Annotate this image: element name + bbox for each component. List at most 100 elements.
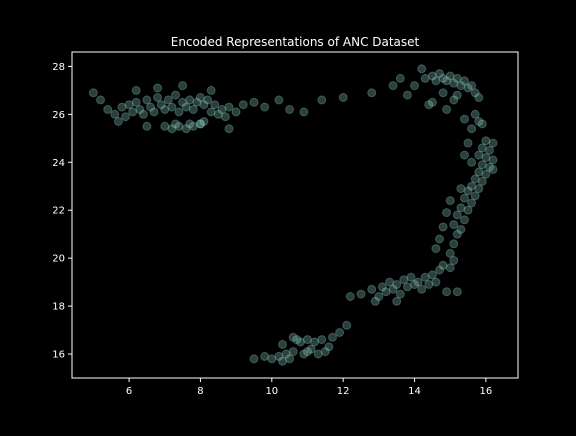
data-point (342, 320, 352, 330)
y-tick-label: 28 (52, 62, 65, 73)
data-point (410, 280, 419, 289)
data-point (213, 109, 223, 119)
data-point (442, 208, 452, 218)
data-point (431, 244, 441, 254)
data-point (231, 107, 241, 117)
data-point (117, 102, 127, 112)
data-point (427, 97, 437, 107)
data-point (388, 81, 398, 91)
data-point (238, 100, 248, 110)
data-point (488, 165, 498, 174)
data-point (470, 109, 480, 119)
data-point (456, 81, 466, 91)
data-point (438, 260, 448, 270)
data-point (474, 150, 484, 160)
data-point (181, 124, 191, 134)
data-point (377, 282, 387, 292)
data-point (149, 107, 159, 117)
data-point (285, 354, 295, 364)
data-point (402, 90, 412, 100)
data-point (306, 344, 316, 354)
data-point (338, 93, 348, 102)
data-point (167, 102, 177, 112)
data-point (385, 277, 395, 287)
points-layer (88, 64, 498, 366)
data-point (160, 105, 170, 114)
data-point (210, 100, 220, 110)
data-point (452, 287, 462, 297)
data-point (220, 112, 230, 122)
data-point (224, 102, 234, 112)
y-tick-label: 20 (52, 254, 65, 265)
data-point (199, 100, 209, 110)
x-tick-label: 12 (337, 386, 350, 397)
data-point (274, 95, 284, 105)
data-point (288, 332, 298, 342)
data-point (195, 119, 205, 129)
data-point (113, 117, 123, 126)
data-point (260, 351, 270, 361)
data-point (420, 272, 430, 282)
data-point (299, 107, 309, 117)
data-point (474, 93, 484, 102)
data-point (374, 292, 384, 301)
data-point (131, 85, 141, 95)
data-point (192, 97, 202, 107)
y-tick-label: 18 (52, 302, 65, 313)
data-point (477, 119, 487, 129)
data-point (281, 349, 291, 359)
data-point (488, 138, 498, 148)
plot-frame (71, 51, 519, 379)
data-point (452, 210, 462, 220)
data-point (299, 349, 309, 359)
data-point (485, 162, 494, 172)
data-point (474, 117, 484, 126)
data-point (460, 150, 469, 160)
data-point (295, 337, 305, 347)
data-point (485, 145, 494, 155)
data-point (470, 191, 480, 201)
data-point (303, 335, 312, 345)
data-point (195, 93, 205, 102)
data-point (310, 337, 320, 347)
data-point (313, 349, 323, 359)
data-point (188, 105, 198, 114)
data-point (435, 234, 444, 244)
data-point (292, 335, 302, 345)
data-point (474, 167, 484, 177)
data-point (370, 296, 380, 306)
y-tick-label: 22 (52, 206, 65, 217)
data-point (203, 95, 213, 105)
data-point (460, 76, 469, 86)
data-point (438, 73, 448, 83)
data-point (278, 356, 287, 366)
chart-title: Encoded Representations of ANC Dataset (171, 35, 420, 49)
data-point (171, 90, 180, 100)
data-point (146, 102, 155, 112)
data-point (431, 76, 441, 86)
data-point (431, 277, 441, 287)
data-point (356, 289, 366, 299)
data-point (185, 119, 195, 129)
data-point (163, 95, 173, 105)
data-point (438, 222, 448, 232)
data-point (452, 90, 462, 100)
data-point (395, 73, 405, 83)
data-point (138, 109, 148, 119)
data-point (417, 284, 427, 294)
data-point (481, 136, 491, 146)
data-point (449, 256, 459, 265)
data-point (367, 284, 377, 294)
data-point (206, 107, 216, 117)
data-point (449, 220, 459, 230)
data-point (153, 93, 163, 102)
data-point (463, 205, 473, 215)
data-point (406, 272, 416, 282)
data-point (328, 332, 337, 342)
data-point (481, 153, 491, 162)
data-point (427, 270, 437, 280)
x-tick-label: 14 (408, 386, 421, 397)
data-point (463, 186, 473, 196)
